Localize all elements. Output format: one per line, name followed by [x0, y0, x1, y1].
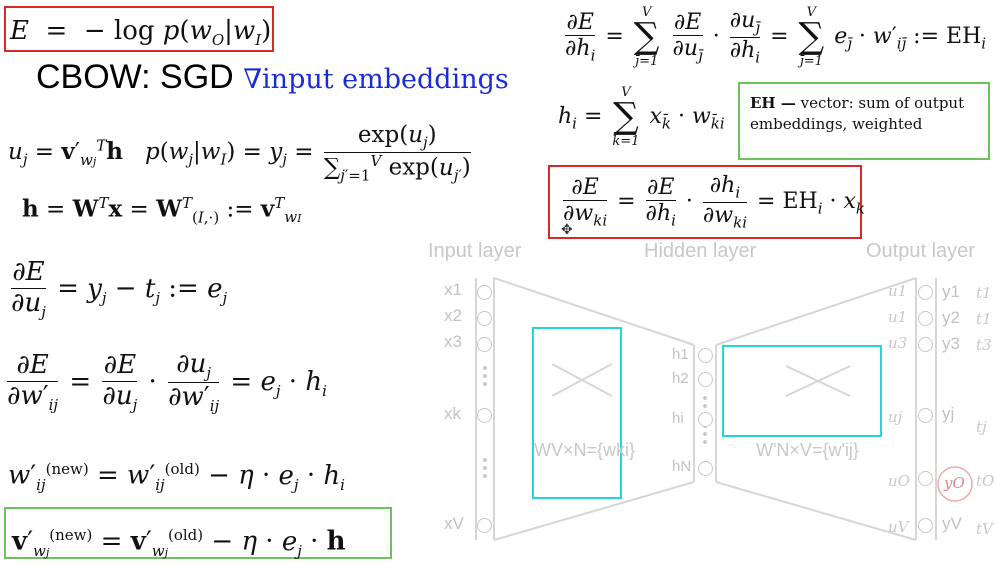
- output-node: [918, 311, 933, 326]
- output-y-label: y2: [942, 308, 960, 327]
- output-target-label: tj: [976, 418, 987, 436]
- cbow-heading: CBOW: SGD ∇input embeddings: [36, 58, 509, 97]
- hidden-node: [698, 412, 713, 427]
- output-y-label: yj: [942, 404, 955, 423]
- output-target-label: tV: [976, 520, 993, 538]
- weight-update-equation: w′ij(new) = w′ij(old) − η · ej · hi: [8, 460, 345, 494]
- cursor-icon: ✥: [561, 222, 573, 238]
- output-y-label: yV: [942, 514, 962, 533]
- input-node-label: x3: [444, 332, 462, 351]
- output-node: [918, 471, 933, 486]
- hidden-layer-label: Hidden layer: [644, 240, 757, 262]
- input-node: [477, 311, 492, 326]
- input-node: [477, 285, 492, 300]
- input-node-label: xV: [444, 514, 464, 533]
- output-y-label: y3: [942, 334, 960, 353]
- vector-update-equation-box: v′wj(new) = v′wj(old) − η · ej · h: [4, 507, 392, 560]
- cbow-title: CBOW: SGD: [36, 58, 234, 96]
- output-target-label: t1: [976, 310, 992, 328]
- output-score-label: u3: [888, 334, 908, 352]
- output-y-label: y1: [942, 282, 960, 301]
- input-weight-matrix-box: [532, 327, 622, 499]
- input-node-label: x1: [444, 280, 462, 299]
- output-node: [918, 337, 933, 352]
- output-score-label: uV: [888, 518, 909, 536]
- hidden-node: [698, 372, 713, 387]
- output-score-label: uj: [888, 408, 903, 426]
- output-layer-label: Output layer: [866, 240, 975, 262]
- hidden-node-label: hi: [672, 410, 684, 427]
- error-derivative-equation: ∂E ∂uj = yj − tj := ej: [11, 257, 228, 322]
- hidden-unit-equation: hi = V ∑ k̄=1 xk̄ · wk̄i: [558, 85, 725, 149]
- output-y-label: yO: [944, 474, 965, 492]
- hidden-gradient-equation: ∂E ∂hi = V ∑ j̄=1 ∂E ∂uj̄ · ∂uj̄ ∂hi = V ∑ j̄=1…: [565, 5, 987, 69]
- eh-note-bold: EH —: [750, 94, 796, 112]
- input-node-label: x2: [444, 306, 462, 325]
- loss-equation-box: E = − log p(wO|wI): [4, 6, 274, 52]
- output-node: [918, 408, 933, 423]
- network-diagram-lines: [475, 277, 973, 541]
- score-softmax-equation: uj = v′wjTh p(wj|wI) = yj = exp(uj) ∑j′=1…: [8, 122, 471, 185]
- gradient-subtitle: ∇input embeddings: [243, 64, 509, 95]
- hidden-node-label: h2: [672, 370, 689, 387]
- output-score-label: u1: [888, 282, 908, 300]
- hidden-node-label: hN: [672, 458, 692, 475]
- output-node: [918, 285, 933, 300]
- input-node: [477, 518, 492, 533]
- hidden-node-label: h1: [672, 346, 689, 363]
- output-target-label: tO: [976, 472, 995, 490]
- input-node: [477, 408, 492, 423]
- eh-note-text: vector: sum of output embeddings, weight…: [750, 94, 965, 133]
- output-target-label: t3: [976, 336, 992, 354]
- input-layer-label: Input layer: [428, 240, 522, 262]
- input-weight-gradient-box: ∂E ∂wki = ∂E ∂hi · ∂hi ∂wki = EHi · xk: [548, 165, 865, 239]
- output-score-label: u1: [888, 308, 908, 326]
- output-weight-gradient-equation: ∂E ∂w′ij = ∂E ∂uj · ∂uj ∂w′ij = ej · hi: [7, 349, 327, 416]
- hidden-vector-equation: h = WTx = WT(I,·) := vTwI: [22, 194, 302, 227]
- output-weight-matrix-box: [722, 345, 882, 437]
- eh-note-box: EH — vector: sum of output embeddings, w…: [738, 82, 990, 160]
- input-node-label: xk: [444, 404, 461, 423]
- hidden-node: [698, 348, 713, 363]
- output-weight-matrix-label: W'N×V={w'ij}: [756, 440, 859, 460]
- input-node: [477, 337, 492, 352]
- input-weight-matrix-label: WV×N={wki}: [534, 440, 636, 460]
- output-score-label: uO: [888, 472, 910, 490]
- output-target-label: t1: [976, 284, 992, 302]
- hidden-node: [698, 461, 713, 476]
- output-node: [918, 518, 933, 533]
